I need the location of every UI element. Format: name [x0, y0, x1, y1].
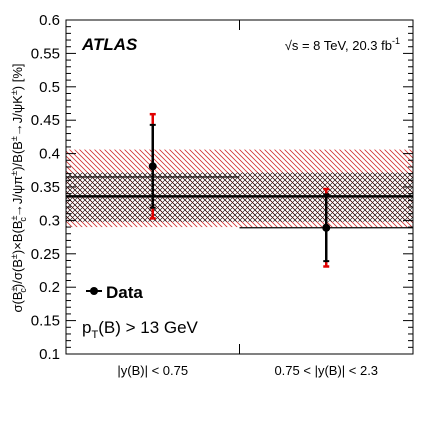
data-point: [148, 162, 157, 171]
y-tick-label: 0.4: [39, 146, 60, 163]
y-tick-label: 0.6: [39, 12, 60, 29]
y-tick-label: 0.55: [31, 45, 60, 62]
selection-sub: T: [91, 329, 98, 341]
y-tick-label: 0.5: [39, 79, 60, 96]
y-tick-label: 0.15: [31, 313, 60, 330]
legend: Data: [86, 283, 143, 302]
x-category-label: |y(B)| < 0.75: [117, 363, 188, 378]
y-tick-label: 0.35: [31, 179, 60, 196]
energy-label: √s = 8 TeV, 20.3 fb-1: [285, 36, 400, 53]
energy-label-text: √s = 8 TeV, 20.3 fb: [285, 38, 392, 53]
data-point: [322, 223, 331, 232]
y-tick-label: 0.25: [31, 246, 60, 263]
selection-label: pT(B) > 13 GeV: [82, 318, 199, 341]
energy-label-sup: -1: [392, 36, 400, 46]
x-category-label: 0.75 < |y(B)| < 2.3: [274, 363, 378, 378]
experiment-label: ATLAS: [81, 35, 138, 54]
legend-marker: [90, 287, 98, 295]
y-tick-label: 0.1: [39, 346, 60, 363]
y-tick-label: 0.45: [31, 112, 60, 129]
legend-label: Data: [106, 283, 143, 302]
y-tick-label: 0.3: [39, 212, 60, 229]
y-axis-label: σ(B±c)/σ(B±)×B(B±c→J/ψπ±)/B(B±→J/ψK±) [%…: [9, 63, 28, 312]
y-tick-label: 0.2: [39, 279, 60, 296]
